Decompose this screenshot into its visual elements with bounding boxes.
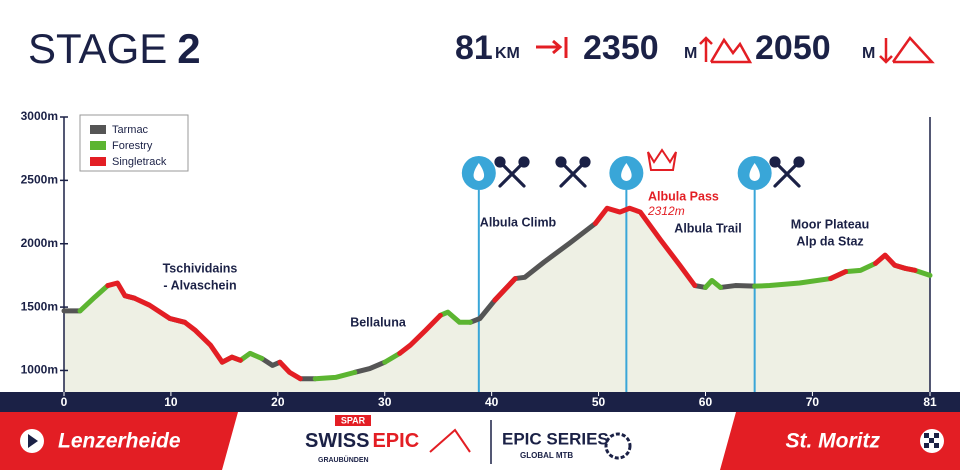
legend-label: Singletrack bbox=[112, 156, 167, 168]
finish-flag bbox=[920, 429, 944, 453]
summit-elevation: 2312m bbox=[647, 204, 685, 218]
ascent-icon bbox=[699, 36, 753, 64]
x-tick-label: 20 bbox=[271, 395, 285, 409]
series-gear bbox=[604, 432, 632, 460]
event-mark bbox=[429, 428, 471, 453]
annotation: Moor Plateau bbox=[791, 217, 870, 231]
finish-name: St. Moritz bbox=[786, 430, 881, 453]
stat-unit: KM bbox=[495, 45, 520, 62]
start-name: Lenzerheide bbox=[58, 430, 181, 453]
x-tick-label: 10 bbox=[164, 395, 178, 409]
event-word: EPIC bbox=[372, 430, 419, 452]
annotation: Tschividains bbox=[163, 261, 238, 275]
distance-icon bbox=[536, 37, 568, 58]
surface-line bbox=[437, 309, 473, 325]
x-tick-label: 50 bbox=[592, 395, 606, 409]
surface-line bbox=[702, 277, 723, 290]
legend-swatch bbox=[90, 157, 106, 166]
water-drop bbox=[473, 163, 485, 181]
event-word: SWISS bbox=[305, 430, 369, 452]
x-tick-label: 81 bbox=[923, 395, 937, 409]
y-tick-label: 3000m bbox=[21, 109, 58, 123]
surface-line bbox=[259, 355, 283, 368]
stage-number: 2 bbox=[177, 25, 200, 72]
annotation: - Alvaschein bbox=[163, 278, 236, 292]
y-tick-label: 2000m bbox=[21, 236, 58, 250]
surface-line bbox=[467, 220, 598, 325]
legend-swatch bbox=[90, 125, 106, 134]
tools-icon bbox=[494, 156, 530, 188]
y-tick-label: 1500m bbox=[21, 299, 58, 313]
start-icon-arrow bbox=[28, 434, 38, 448]
x-tick-label: 30 bbox=[378, 395, 392, 409]
stage-title: STAGE 2 bbox=[28, 25, 201, 72]
plot: 1000m 1500m 2000m 2500m 3000m 0 10 20 30 40 50 60 70… bbox=[0, 109, 960, 412]
annotation: Alp da Staz bbox=[796, 234, 863, 248]
surface-line bbox=[397, 312, 443, 356]
y-tick-label: 2500m bbox=[21, 173, 58, 187]
stat-unit: M bbox=[862, 45, 875, 62]
annotation: Albula Trail bbox=[674, 221, 741, 235]
surface-line bbox=[717, 283, 758, 290]
x-tick-label: 0 bbox=[61, 395, 68, 409]
tools-icon bbox=[555, 156, 591, 188]
surface-line bbox=[277, 359, 303, 382]
surface-line bbox=[105, 280, 243, 365]
x-tick-label: 60 bbox=[699, 395, 713, 409]
legend: Tarmac Forestry Singletrack bbox=[90, 124, 167, 168]
sponsor-text: SPAR bbox=[341, 415, 366, 425]
surface-line bbox=[828, 269, 849, 282]
sponsor-logo bbox=[335, 415, 371, 426]
y-tick-label: 1000m bbox=[21, 363, 58, 377]
surface-line bbox=[592, 205, 698, 289]
annotation: Bellaluna bbox=[350, 315, 407, 329]
series-logo: EPIC SERIES bbox=[502, 429, 609, 448]
surface-line bbox=[492, 276, 518, 303]
legend-label: Forestry bbox=[112, 140, 153, 152]
descent-icon bbox=[879, 36, 935, 64]
title-word: STAGE bbox=[28, 25, 167, 72]
surface-line bbox=[352, 359, 388, 375]
x-tick-label: 70 bbox=[806, 395, 820, 409]
legend-swatch bbox=[90, 141, 106, 150]
stat-value: 81 bbox=[455, 29, 493, 67]
stat-descent: 2050 M bbox=[755, 29, 935, 67]
region-text: GRAUBÜNDEN bbox=[318, 455, 369, 464]
stat-distance: 81 KM bbox=[455, 29, 568, 67]
event-logo: SWISS EPIC bbox=[305, 430, 419, 452]
start-banner bbox=[0, 412, 238, 470]
annotation: Albula Climb bbox=[480, 215, 557, 229]
finish-banner bbox=[720, 412, 960, 470]
tools-icon bbox=[769, 156, 805, 188]
stat-value: 2350 bbox=[583, 29, 659, 67]
summit-icon bbox=[647, 148, 677, 171]
water-drop bbox=[621, 163, 632, 181]
surface-line bbox=[312, 369, 358, 382]
tools-icons bbox=[494, 156, 805, 188]
surface-line bbox=[77, 283, 111, 314]
stat-value: 2050 bbox=[755, 29, 831, 67]
legend-label: Tarmac bbox=[112, 124, 149, 136]
x-tick-label: 40 bbox=[485, 395, 499, 409]
summit-name: Albula Pass bbox=[648, 189, 719, 203]
series-sub: GLOBAL MTB bbox=[520, 451, 573, 460]
stat-unit: M bbox=[684, 45, 697, 62]
water-drop bbox=[749, 163, 760, 181]
surface-line bbox=[872, 252, 918, 273]
x-axis-band bbox=[0, 392, 960, 412]
surface-line bbox=[382, 350, 403, 365]
stat-ascent: 2350 M bbox=[583, 29, 753, 67]
